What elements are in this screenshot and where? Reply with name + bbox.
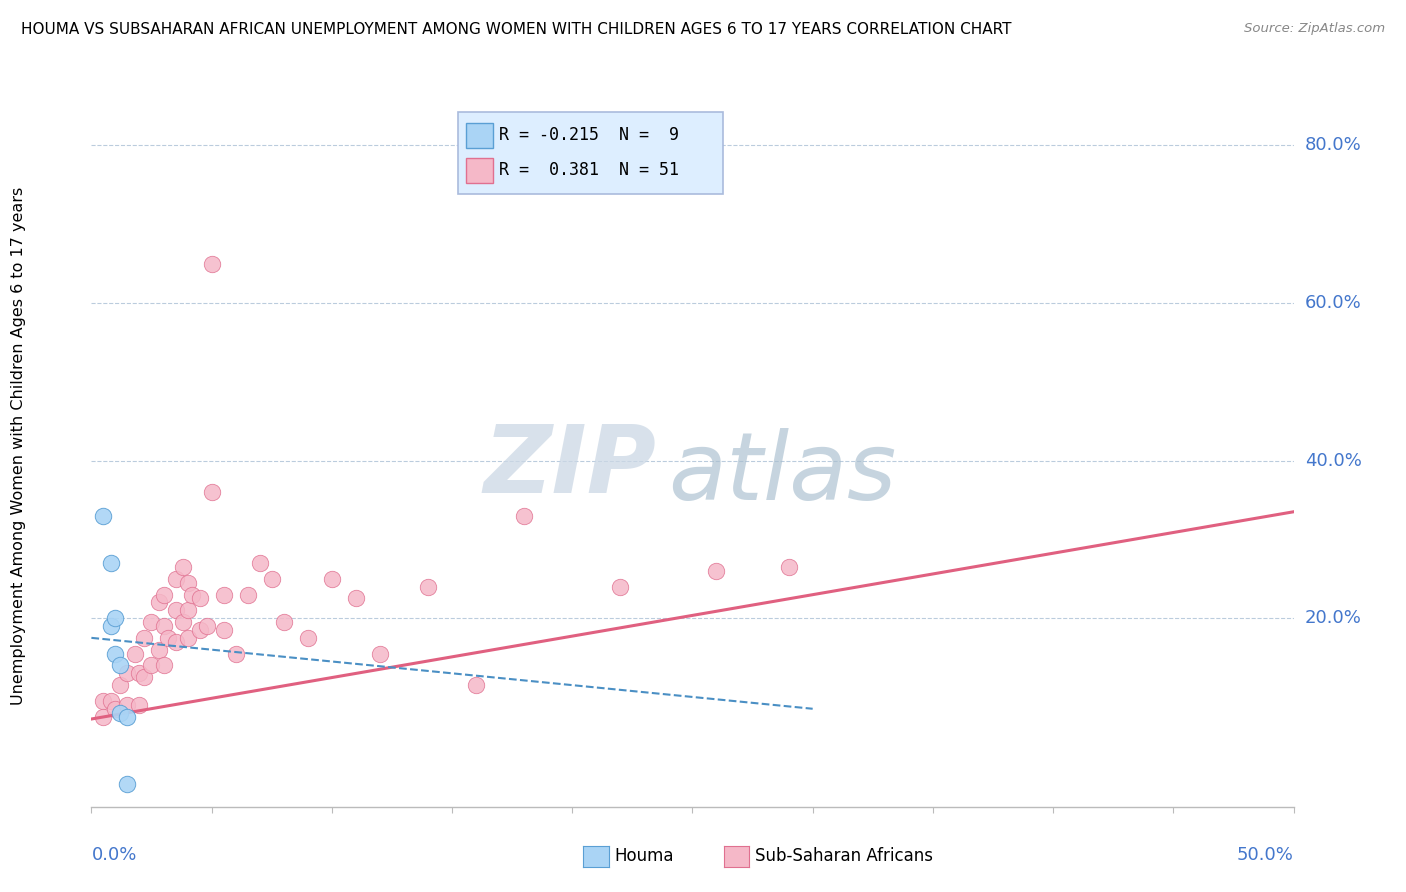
Point — [181, 588, 204, 602]
Point — [212, 623, 235, 637]
Point — [176, 603, 198, 617]
Point — [165, 572, 187, 586]
Point — [148, 595, 170, 609]
Point — [152, 619, 174, 633]
Text: R = -0.215  N =  9: R = -0.215 N = 9 — [499, 126, 679, 144]
Text: 80.0%: 80.0% — [1305, 136, 1361, 154]
Point — [201, 485, 224, 500]
Point — [706, 564, 728, 578]
Point — [110, 658, 132, 673]
Point — [172, 560, 194, 574]
FancyBboxPatch shape — [467, 123, 494, 148]
Point — [134, 670, 156, 684]
Text: 20.0%: 20.0% — [1305, 609, 1361, 627]
Point — [188, 591, 211, 606]
Point — [778, 560, 800, 574]
Point — [321, 572, 343, 586]
Point — [195, 619, 218, 633]
Text: ZIP: ZIP — [484, 421, 657, 513]
Point — [201, 256, 224, 270]
Point — [117, 776, 139, 791]
Point — [609, 580, 631, 594]
FancyBboxPatch shape — [467, 159, 494, 183]
Text: 60.0%: 60.0% — [1305, 294, 1361, 312]
Point — [104, 647, 127, 661]
Point — [152, 588, 174, 602]
Point — [249, 556, 271, 570]
Point — [100, 619, 122, 633]
Text: R =  0.381  N = 51: R = 0.381 N = 51 — [499, 161, 679, 179]
Point — [110, 678, 132, 692]
Point — [117, 698, 139, 712]
Text: 0.0%: 0.0% — [91, 847, 136, 864]
Point — [104, 702, 127, 716]
Point — [93, 508, 115, 523]
Point — [176, 631, 198, 645]
Point — [165, 635, 187, 649]
Point — [93, 709, 115, 723]
Point — [100, 694, 122, 708]
Point — [141, 615, 163, 629]
Point — [100, 556, 122, 570]
Point — [128, 698, 150, 712]
Point — [236, 588, 259, 602]
Text: Houma: Houma — [614, 847, 673, 865]
Point — [110, 706, 132, 720]
FancyBboxPatch shape — [458, 112, 723, 194]
Point — [141, 658, 163, 673]
Point — [188, 623, 211, 637]
Point — [297, 631, 319, 645]
Text: Source: ZipAtlas.com: Source: ZipAtlas.com — [1244, 22, 1385, 36]
Text: 40.0%: 40.0% — [1305, 451, 1361, 469]
Text: HOUMA VS SUBSAHARAN AFRICAN UNEMPLOYMENT AMONG WOMEN WITH CHILDREN AGES 6 TO 17 : HOUMA VS SUBSAHARAN AFRICAN UNEMPLOYMENT… — [21, 22, 1011, 37]
Point — [117, 709, 139, 723]
Point — [260, 572, 283, 586]
Point — [212, 588, 235, 602]
Point — [416, 580, 439, 594]
Text: Unemployment Among Women with Children Ages 6 to 17 years: Unemployment Among Women with Children A… — [11, 187, 25, 705]
Point — [124, 647, 146, 661]
Text: 50.0%: 50.0% — [1237, 847, 1294, 864]
Point — [513, 508, 536, 523]
Point — [148, 642, 170, 657]
Point — [465, 678, 488, 692]
Point — [225, 647, 247, 661]
Point — [93, 694, 115, 708]
Point — [157, 631, 180, 645]
Point — [172, 615, 194, 629]
Point — [344, 591, 367, 606]
Point — [152, 658, 174, 673]
Point — [165, 603, 187, 617]
Text: atlas: atlas — [668, 428, 897, 519]
Point — [368, 647, 391, 661]
Point — [104, 611, 127, 625]
Point — [128, 666, 150, 681]
Point — [273, 615, 295, 629]
Point — [176, 575, 198, 590]
Text: Sub-Saharan Africans: Sub-Saharan Africans — [755, 847, 934, 865]
Point — [117, 666, 139, 681]
Point — [134, 631, 156, 645]
